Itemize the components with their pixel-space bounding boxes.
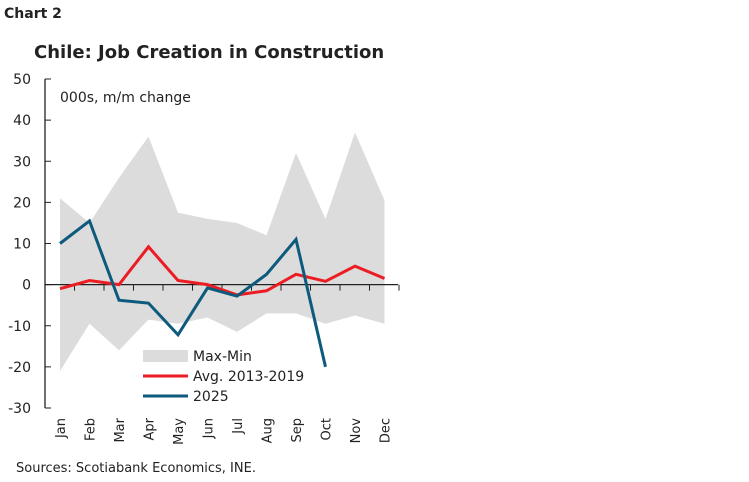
- y-tick-label: -10: [8, 319, 31, 335]
- x-tick-label: Mar: [113, 417, 128, 442]
- y-tick-label: 10: [13, 237, 31, 253]
- legend-swatch-band: [143, 350, 188, 362]
- y-axis-unit-label: 000s, m/m change: [60, 90, 191, 106]
- x-tick-label: Feb: [84, 418, 99, 441]
- x-tick-label: Oct: [320, 418, 335, 440]
- y-tick-label: 0: [22, 278, 31, 294]
- x-tick-label: Jun: [202, 418, 217, 439]
- chart-title: Chile: Job Creation in Construction: [34, 42, 385, 63]
- x-tick-label: Apr: [143, 417, 158, 440]
- band-max-min: [60, 132, 385, 371]
- chart-number: Chart 2: [4, 6, 62, 22]
- x-tick-label: Nov: [349, 418, 364, 444]
- y-tick-label: -20: [8, 360, 31, 376]
- x-tick-label: Dec: [379, 418, 394, 443]
- legend-label: Max-Min: [193, 349, 252, 365]
- x-tick-label: Aug: [261, 418, 276, 443]
- y-tick-label: 40: [13, 113, 31, 129]
- x-tick-label: Jan: [54, 418, 69, 439]
- y-tick-label: -30: [8, 401, 31, 417]
- x-tick-label: Sep: [290, 418, 305, 443]
- sources-note: Sources: Scotiabank Economics, INE.: [16, 461, 256, 476]
- x-tick-label: May: [172, 418, 187, 445]
- y-tick-label: 30: [13, 154, 31, 170]
- y-tick-label: 50: [13, 72, 31, 88]
- legend-label: 2025: [193, 389, 229, 405]
- x-tick-label: Jul: [231, 418, 246, 435]
- y-tick-label: 20: [13, 195, 31, 211]
- series-line-2025: [59, 218, 327, 368]
- legend-label: Avg. 2013-2019: [193, 369, 304, 385]
